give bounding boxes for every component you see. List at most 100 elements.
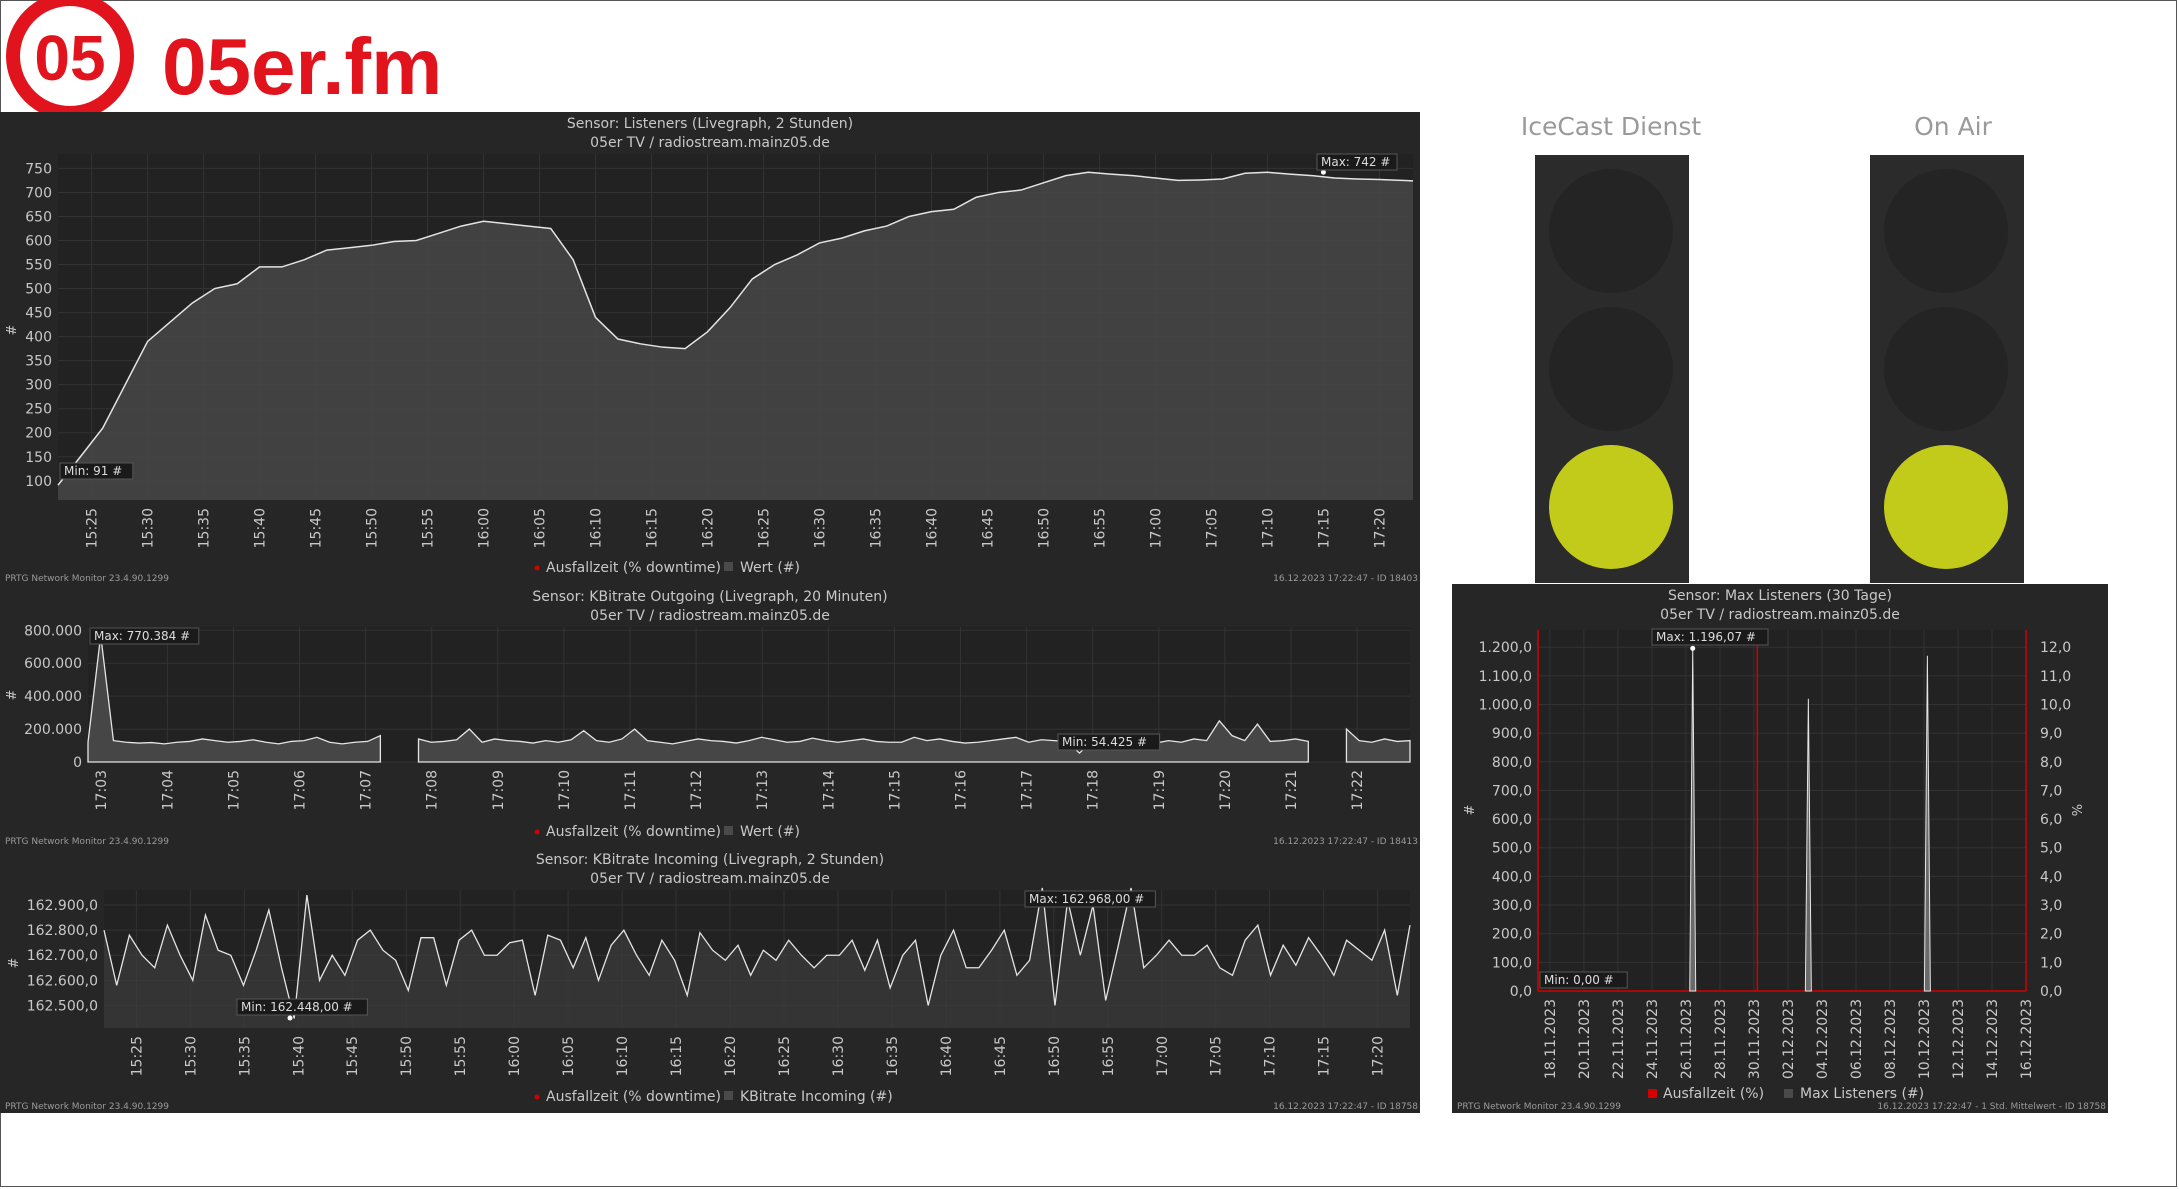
- y-tick-label: 500: [25, 282, 52, 298]
- max-label-box: [89, 627, 200, 645]
- max-point: [1320, 169, 1326, 175]
- x-tick-label: 30.11.2023: [1747, 999, 1763, 1079]
- chart-max-listeners: Sensor: Max Listeners (30 Tage) 05er TV /…: [1457, 588, 2106, 1112]
- chart-title: Sensor: Listeners (Livegraph, 2 Stunden): [567, 116, 853, 132]
- x-tick-label: 22.11.2023: [1611, 999, 1627, 1079]
- series-area: [417, 719, 1309, 763]
- y-tick-label: 350: [25, 354, 52, 370]
- y-tick-label: 1.000,0: [1479, 697, 1532, 713]
- y-tick-label: 1.200,0: [1479, 640, 1532, 656]
- max-label-box: [1024, 890, 1156, 908]
- y-axis-label: #: [5, 325, 20, 336]
- y-tick-label: 162.800,0: [27, 923, 98, 939]
- chart-panel-max-listeners[interactable]: Sensor: Max Listeners (30 Tage) 05er TV /…: [1452, 584, 2108, 1113]
- lamp-red-icon: [1884, 169, 2008, 293]
- chart-subtitle: 05er TV / radiostream.mainz05.de: [1660, 607, 1900, 623]
- x-tick-label: 10.12.2023: [1917, 999, 1933, 1079]
- y-tick-label: 900,0: [1492, 726, 1532, 742]
- x-tick-label: 17:08: [425, 770, 441, 810]
- y-tick-label: 300: [25, 378, 52, 394]
- x-tick-label: 17:14: [821, 770, 837, 810]
- legend-series-icon: [724, 826, 733, 835]
- traffic-light-title: IceCast Dienst: [1520, 112, 1702, 141]
- footer-left: PRTG Network Monitor 23.4.90.1299: [5, 1102, 169, 1112]
- y-tick-label: 450: [25, 306, 52, 322]
- x-tick-label: 15:55: [421, 508, 437, 548]
- y2-tick-label: 8,0: [2040, 755, 2062, 771]
- x-tick-label: 15:35: [197, 508, 213, 548]
- x-tick-label: 17:15: [887, 770, 903, 810]
- chart-panel-listeners[interactable]: Sensor: Listeners (Livegraph, 2 Stunden)…: [0, 112, 1420, 585]
- x-tick-label: 15:30: [141, 508, 157, 548]
- x-tick-label: 15:25: [129, 1036, 145, 1076]
- lamp-red-icon: [1549, 169, 1673, 293]
- y2-tick-label: 1,0: [2040, 955, 2062, 971]
- legend-series-icon: [724, 1091, 733, 1100]
- x-tick-label: 16:25: [777, 1036, 793, 1076]
- x-tick-label: 16:30: [812, 508, 828, 548]
- x-tick-label: 06.12.2023: [1849, 999, 1865, 1079]
- max-label-box: [1651, 628, 1769, 646]
- legend-downtime-icon: [534, 565, 540, 571]
- logo: 05 05er.fm: [6, 0, 442, 112]
- x-tick-label: 17:13: [755, 770, 771, 810]
- y2-tick-label: 7,0: [2040, 783, 2062, 799]
- chart-panel-kbitrate-out[interactable]: Sensor: KBitrate Outgoing (Livegraph, 20…: [0, 585, 1420, 848]
- series-area: [1345, 727, 1411, 763]
- y2-tick-label: 12,0: [2040, 640, 2071, 656]
- x-tick-label: 28.11.2023: [1713, 999, 1729, 1079]
- x-tick-label: 17:03: [94, 770, 110, 810]
- y-tick-label: 700: [25, 185, 52, 201]
- x-tick-label: 17:04: [160, 770, 176, 810]
- x-tick-label: 17:00: [1155, 1036, 1171, 1076]
- x-tick-label: 16:40: [939, 1036, 955, 1076]
- chart-subtitle: 05er TV / radiostream.mainz05.de: [590, 871, 830, 887]
- y-tick-label: 800,0: [1492, 755, 1532, 771]
- spike-mark: [1804, 698, 1812, 992]
- x-tick-label: 17:16: [954, 770, 970, 810]
- min-label-box: [59, 462, 134, 480]
- legend-series-icon: [724, 562, 733, 571]
- y2-tick-label: 6,0: [2040, 812, 2062, 828]
- footer-right: 16.12.2023 17:22:47 - ID 18758: [1273, 1102, 1418, 1112]
- legend-series-label: Wert (#): [740, 824, 800, 840]
- chart-kbitrate-out: Sensor: KBitrate Outgoing (Livegraph, 20…: [5, 589, 1418, 847]
- y-tick-label: 650: [25, 209, 52, 225]
- lamp-yellow-icon: [1549, 307, 1673, 431]
- logo-badge-text: 05: [34, 22, 105, 94]
- x-tick-label: 18.11.2023: [1543, 999, 1559, 1079]
- logo-text: 05er.fm: [162, 22, 442, 111]
- x-tick-label: 17:10: [1263, 1036, 1279, 1076]
- y-tick-label: 200: [25, 426, 52, 442]
- max-label: Max: 162.968,00 #: [1029, 892, 1144, 906]
- legend-downtime-label: Ausfallzeit (% downtime): [546, 1089, 721, 1105]
- chart-kbitrate-in: Sensor: KBitrate Incoming (Livegraph, 2 …: [5, 852, 1418, 1112]
- x-tick-label: 16:10: [589, 508, 605, 548]
- footer-left: PRTG Network Monitor 23.4.90.1299: [1457, 1102, 1621, 1112]
- y-tick-label: 500,0: [1492, 841, 1532, 857]
- y-tick-label: 600,0: [1492, 812, 1532, 828]
- y-tick-label: 700,0: [1492, 783, 1532, 799]
- chart-panel-kbitrate-in[interactable]: Sensor: KBitrate Incoming (Livegraph, 2 …: [0, 848, 1420, 1113]
- y-tick-label: 600.000: [24, 656, 82, 672]
- y2-tick-label: 3,0: [2040, 898, 2062, 914]
- legend-series-label: KBitrate Incoming (#): [740, 1089, 893, 1105]
- x-tick-label: 02.12.2023: [1781, 999, 1797, 1079]
- legend-downtime-label: Ausfallzeit (% downtime): [546, 824, 721, 840]
- x-tick-label: 17:05: [226, 770, 242, 810]
- legend-downtime-label: Ausfallzeit (%): [1663, 1086, 1764, 1102]
- series-area: [104, 887, 1410, 1028]
- y-tick-label: 0,0: [1510, 984, 1532, 1000]
- y2-tick-label: 4,0: [2040, 869, 2062, 885]
- min-label: Min: 0,00 #: [1544, 973, 1614, 987]
- x-tick-label: 15:50: [365, 508, 381, 548]
- x-tick-label: 17:20: [1218, 770, 1234, 810]
- y-tick-label: 400.000: [24, 689, 82, 705]
- chart-title: Sensor: KBitrate Incoming (Livegraph, 2 …: [536, 852, 884, 868]
- x-tick-label: 16:25: [756, 508, 772, 548]
- y-tick-label: 300,0: [1492, 898, 1532, 914]
- legend-downtime-icon: [534, 1094, 540, 1100]
- x-tick-label: 16:15: [645, 508, 661, 548]
- x-tick-label: 08.12.2023: [1883, 999, 1899, 1079]
- x-tick-label: 20.11.2023: [1577, 999, 1593, 1079]
